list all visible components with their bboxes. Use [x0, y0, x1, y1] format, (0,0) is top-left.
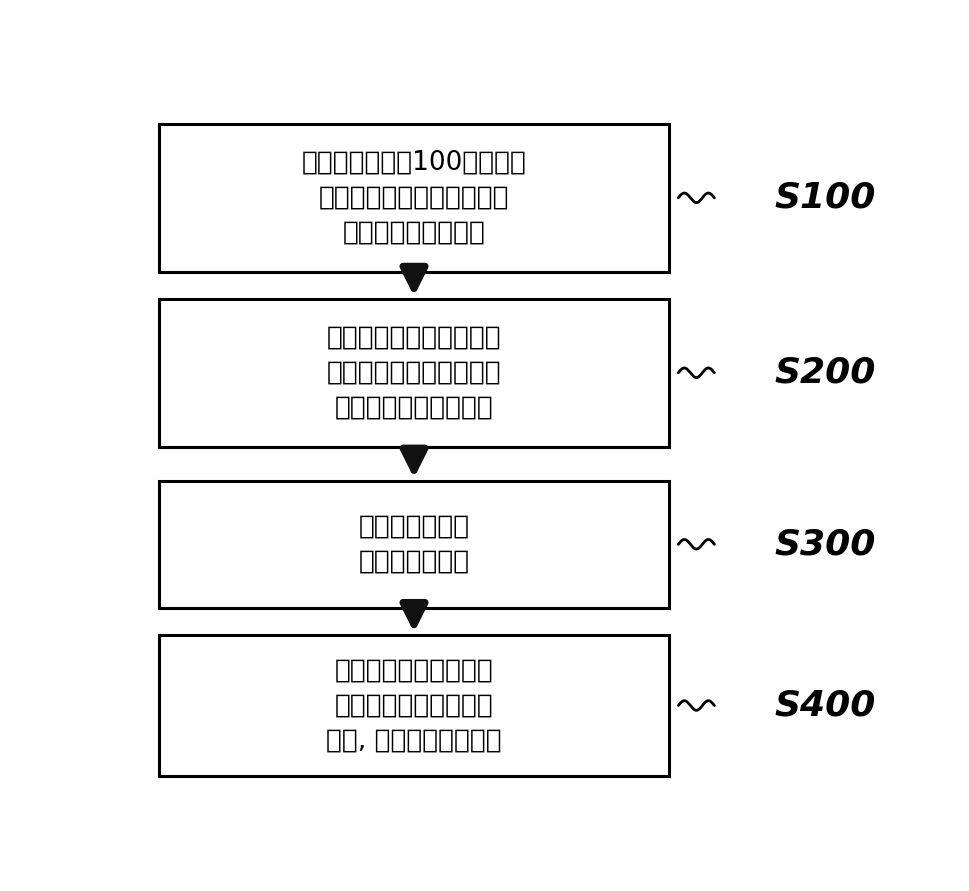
FancyBboxPatch shape	[159, 481, 670, 608]
Text: 相对于天然橡胶100重量份，
配合垂直膨胀用发泡剂及发
泡体用添加剂的步骤: 相对于天然橡胶100重量份， 配合垂直膨胀用发泡剂及发 泡体用添加剂的步骤	[301, 150, 526, 246]
FancyBboxPatch shape	[159, 635, 670, 776]
Text: S200: S200	[774, 356, 876, 389]
Text: 在所述纤维面料放置所
述裁剪的配合物后进行
压缩, 交联及发泡的步骤: 在所述纤维面料放置所 述裁剪的配合物后进行 压缩, 交联及发泡的步骤	[327, 658, 502, 754]
Text: S300: S300	[774, 527, 876, 561]
FancyBboxPatch shape	[159, 299, 670, 446]
Text: S400: S400	[774, 689, 876, 723]
Text: 将所述配合物制作成垫子
形状，并裁剪成与模具大
小相对应的大小的步骤: 将所述配合物制作成垫子 形状，并裁剪成与模具大 小相对应的大小的步骤	[327, 325, 501, 421]
Text: 在所述模具放置
纤维面料的步骤: 在所述模具放置 纤维面料的步骤	[359, 514, 470, 575]
Text: S100: S100	[774, 181, 876, 215]
FancyBboxPatch shape	[159, 124, 670, 272]
